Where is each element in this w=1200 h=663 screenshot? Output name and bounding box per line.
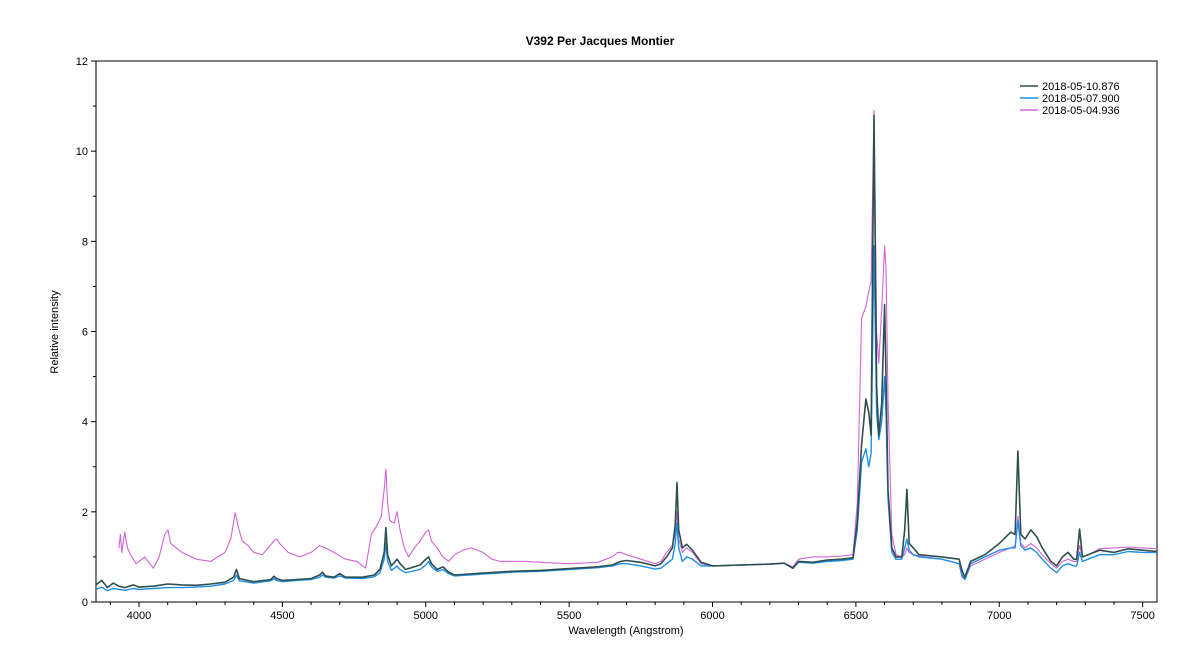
series-group — [96, 110, 1157, 592]
x-tick-label: 5500 — [557, 610, 581, 622]
x-tick-label: 7500 — [1130, 610, 1154, 622]
y-tick-label: 2 — [82, 507, 88, 519]
y-tick-label: 12 — [76, 56, 88, 68]
y-tick-label: 10 — [76, 146, 88, 158]
y-tick-label: 0 — [82, 597, 88, 609]
chart-title: V392 Per Jacques Montier — [526, 34, 675, 48]
x-tick-label: 6000 — [700, 610, 724, 622]
x-tick-label: 6500 — [844, 610, 868, 622]
y-tick-label: 4 — [82, 417, 88, 429]
legend: 2018-05-10.8762018-05-07.9002018-05-04.9… — [1020, 81, 1120, 117]
x-axis-ticks: 4000 4500 5000 5500 6000 6500 7000 7500 — [109, 602, 1155, 622]
y-axis-ticks: 0 2 4 6 8 10 12 — [76, 56, 96, 609]
legend-entry: 2018-05-04.936 — [1042, 105, 1120, 117]
x-tick-label: 4500 — [270, 610, 294, 622]
series-line-0 — [96, 114, 1157, 589]
legend-entry: 2018-05-07.900 — [1042, 93, 1120, 105]
x-tick-label: 7000 — [987, 610, 1011, 622]
legend-entry: 2018-05-10.876 — [1042, 81, 1120, 93]
y-axis-label: Relative intensity — [49, 290, 61, 374]
x-axis-label: Wavelength (Angstrom) — [568, 625, 683, 637]
y-tick-label: 8 — [82, 236, 88, 248]
series-line-1 — [96, 245, 1157, 592]
y-tick-label: 6 — [82, 327, 88, 339]
x-tick-label: 5000 — [414, 610, 438, 622]
x-tick-label: 4000 — [127, 610, 151, 622]
